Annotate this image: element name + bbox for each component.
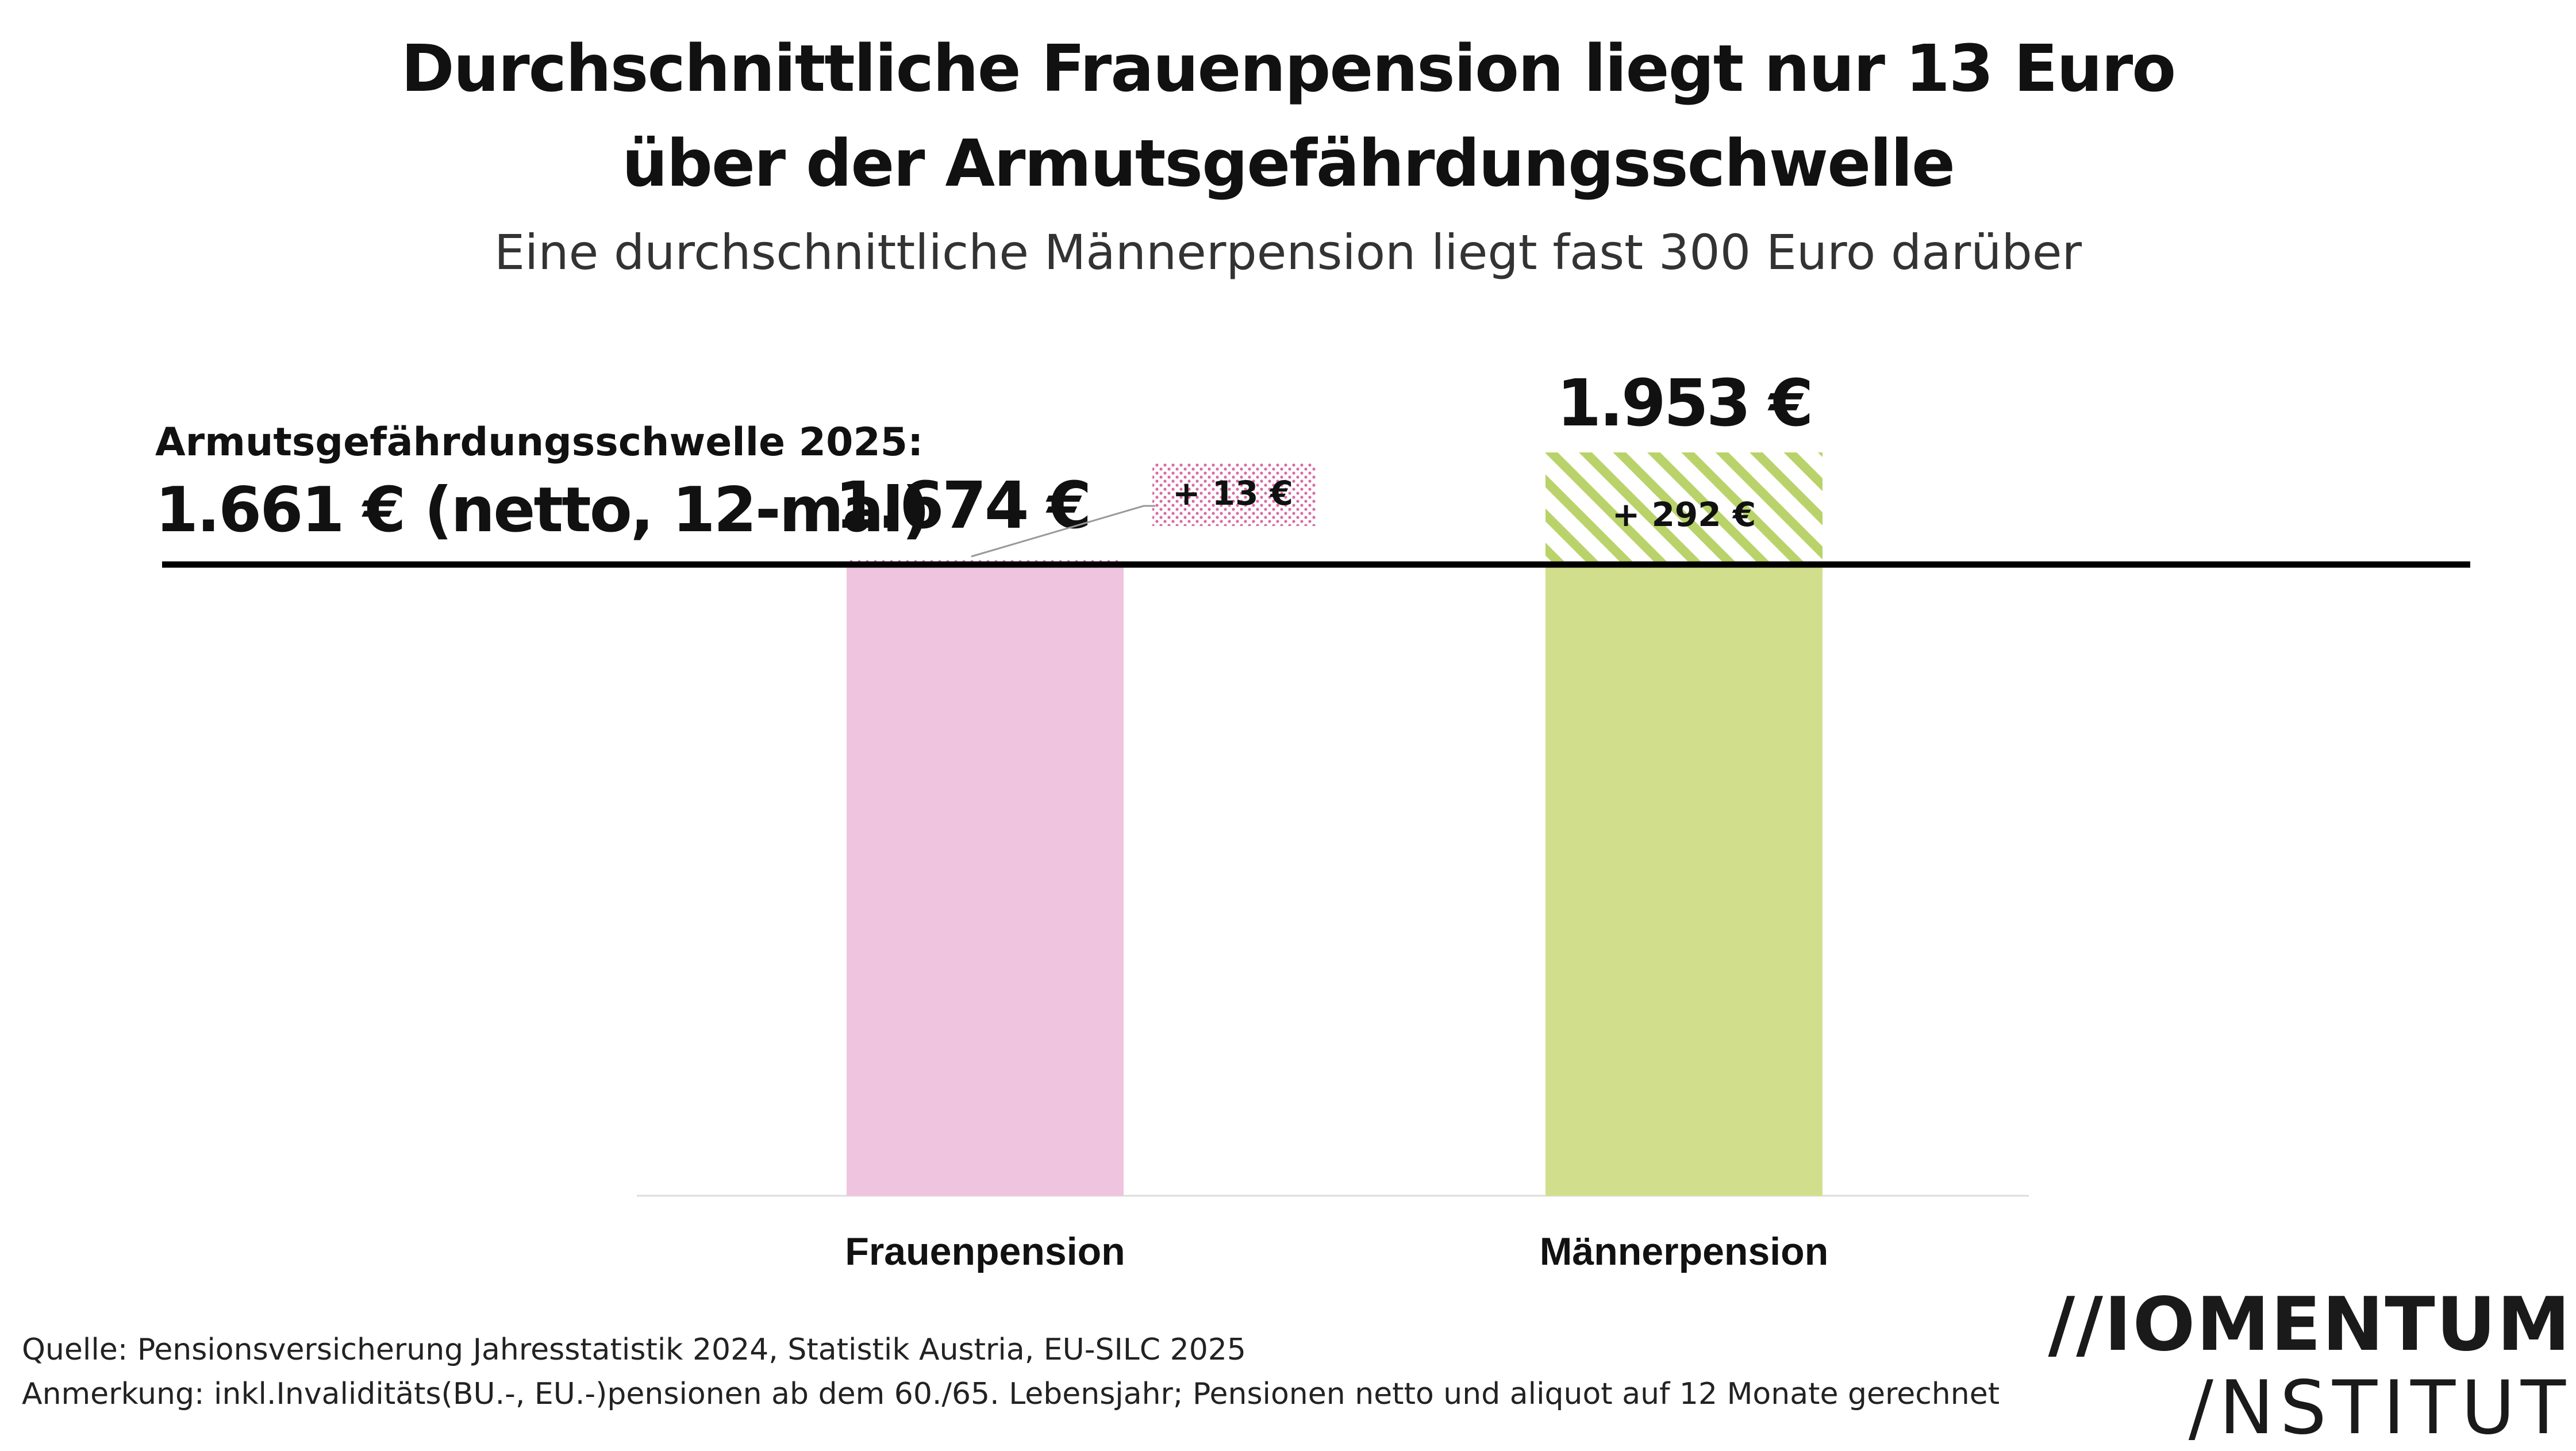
difference-label: + 13 € xyxy=(1172,474,1293,513)
annotation-note: Anmerkung: inkl.Invaliditäts(BU.-, EU.-)… xyxy=(22,1377,2000,1411)
source-note: Quelle: Pensionsversicherung Jahresstati… xyxy=(22,1333,1246,1367)
difference-label: + 292 € xyxy=(1612,495,1756,534)
threshold-value: 1.661 € (netto, 12-mal) xyxy=(155,474,930,546)
chart-title-line2: über der Armutsgefährdungsschwelle xyxy=(622,126,1955,201)
chart-title-line1: Durchschnittliche Frauenpension liegt nu… xyxy=(401,32,2177,106)
bar-frauenpension xyxy=(847,565,1124,1196)
chart-subtitle: Eine durchschnittliche Männerpension lie… xyxy=(494,224,2082,281)
logo-momentum: //IOMENTUM xyxy=(2048,1282,2571,1368)
bar-maennerpension xyxy=(1545,565,1823,1196)
category-label: Männerpension xyxy=(1540,1230,1829,1273)
value-label: 1.953 € xyxy=(1556,366,1811,441)
bar-excess-maennerpension xyxy=(1545,452,1823,565)
difference-box xyxy=(1152,463,1316,526)
category-label: Frauenpension xyxy=(845,1230,1125,1273)
threshold-label: Armutsgefährdungsschwelle 2025: xyxy=(155,420,924,465)
callout-line xyxy=(971,505,1155,558)
value-label: 1.674 € xyxy=(835,469,1089,543)
logo-institut: /NSTITUT xyxy=(2188,1365,2571,1451)
